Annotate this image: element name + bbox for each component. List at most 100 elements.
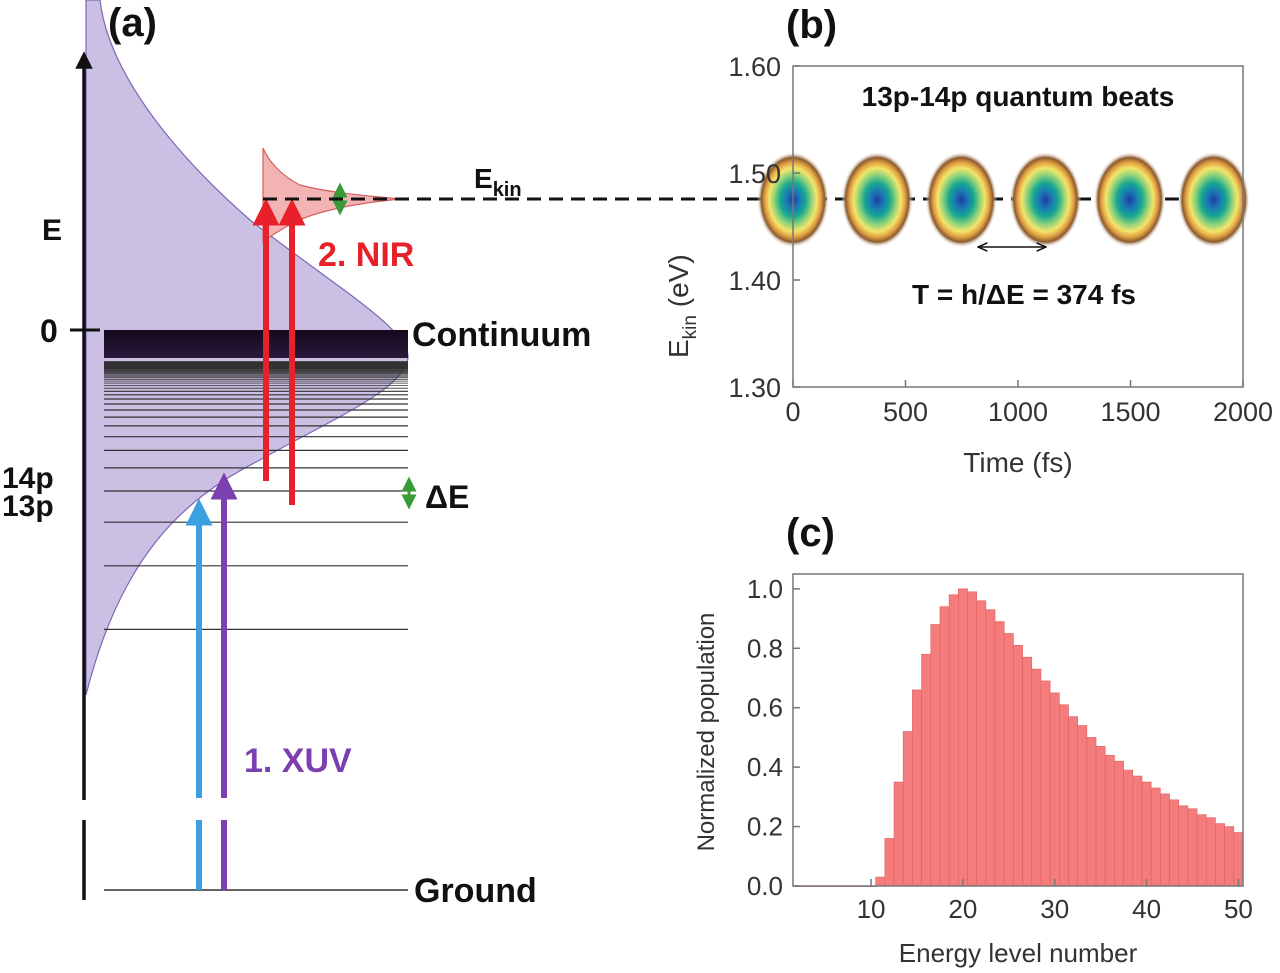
panel-c: (c) 10 20 30 40 50 0.0 0.2 0.4 0.6 0.8 1.0 Energy … [693, 511, 1253, 968]
population-bars [792, 588, 1244, 887]
population-bar [939, 606, 950, 887]
panel-a-label: (a) [108, 1, 157, 45]
panel-b-ylabel-unit: (eV) [663, 254, 694, 315]
population-bar [967, 591, 977, 887]
population-bar [1086, 737, 1097, 887]
population-bar [985, 609, 996, 887]
population-bar [884, 838, 895, 887]
ekin-label-main: E [474, 163, 493, 194]
population-bar [1141, 781, 1152, 887]
population-bar [1114, 760, 1124, 887]
energy-axis-label: E [42, 214, 62, 247]
y-tick-label: 0.4 [747, 752, 783, 782]
population-bar [1040, 680, 1051, 887]
x-tick-label: 1500 [1100, 397, 1160, 427]
population-bar [1160, 793, 1170, 887]
population-bar [1013, 645, 1023, 887]
beat-blob [1177, 151, 1250, 248]
population-bar [958, 588, 968, 887]
population-bar [1196, 814, 1207, 887]
x-tick-label: 1000 [988, 397, 1048, 427]
population-bar [1049, 692, 1060, 887]
panel-b-axes: 0 500 1000 1500 2000 1.30 1.40 1.50 1.60 [728, 52, 1273, 427]
level-14p-label: 14p [2, 462, 54, 495]
x-tick-label: 10 [857, 894, 886, 924]
population-bar [1068, 716, 1078, 887]
population-bar [1233, 832, 1244, 887]
population-bar [1059, 704, 1069, 887]
panel-c-xlabel: Energy level number [899, 938, 1138, 968]
panel-b-label: (b) [786, 3, 837, 47]
beat-blob [925, 151, 998, 248]
panel-b-ylabel-sub: kin [680, 315, 701, 339]
zero-label: 0 [40, 313, 58, 349]
population-bar [1132, 775, 1143, 887]
population-bar [921, 653, 932, 887]
panel-c-axes: 10 20 30 40 50 0.0 0.2 0.4 0.6 0.8 1.0 [747, 574, 1253, 924]
panel-a: (a) E 0 Continuum 14p 13p ΔE Ground 1. X… [2, 0, 1245, 910]
population-bar [930, 624, 941, 887]
population-bar [1215, 823, 1225, 887]
panel-b: (b) 0 500 1000 1500 2000 1.30 1.40 1.50 1.60 13p… [663, 3, 1273, 478]
beats-title: 13p-14p quantum beats [862, 81, 1175, 112]
population-bar [902, 731, 913, 887]
delta-e-label: ΔE [425, 479, 469, 515]
population-bar [1187, 808, 1198, 887]
population-bar [1123, 769, 1134, 887]
y-tick-label: 1.50 [728, 159, 781, 189]
nir-spectrum-envelope [262, 147, 401, 244]
x-tick-label: 2000 [1213, 397, 1273, 427]
y-tick-label: 0.6 [747, 693, 783, 723]
x-tick-label: 50 [1224, 894, 1253, 924]
population-bar [948, 594, 959, 887]
ground-label: Ground [414, 872, 537, 910]
panel-c-label: (c) [786, 511, 835, 555]
beat-blob [841, 151, 914, 248]
population-bar [1150, 787, 1161, 887]
y-tick-label: 0.2 [747, 812, 783, 842]
population-bar [1077, 725, 1088, 887]
y-tick-label: 0.0 [747, 871, 783, 901]
population-bar [976, 600, 987, 887]
panel-c-frame [792, 573, 1244, 887]
population-bar [1022, 656, 1033, 887]
panel-b-xlabel: Time (fs) [963, 447, 1072, 478]
population-bar [1104, 754, 1115, 887]
population-bar [1095, 746, 1106, 887]
x-tick-label: 40 [1132, 894, 1161, 924]
panel-b-ylabel: Ekin (eV) [663, 254, 701, 358]
population-bar [1003, 633, 1014, 887]
population-bar [1205, 817, 1216, 887]
panel-b-ylabel-main: E [663, 339, 694, 358]
y-tick-label: 1.30 [728, 373, 781, 403]
level-13p-label: 13p [2, 490, 54, 523]
panel-c-ylabel: Normalized population [693, 613, 720, 852]
population-bar [994, 621, 1005, 887]
continuum-label: Continuum [412, 316, 591, 354]
beat-blob [1093, 151, 1166, 248]
y-tick-label: 0.8 [747, 633, 783, 663]
population-bar [875, 876, 886, 887]
ekin-label: Ekin [474, 163, 522, 201]
x-tick-label: 30 [1040, 894, 1069, 924]
beat-blob [1009, 151, 1082, 248]
population-bar [1224, 826, 1235, 887]
bound-levels [104, 361, 408, 631]
y-tick-label: 1.60 [728, 52, 781, 82]
period-text: T = h/ΔE = 374 fs [912, 279, 1136, 310]
population-bar [912, 689, 922, 887]
x-tick-label: 0 [785, 397, 800, 427]
x-tick-label: 500 [883, 397, 928, 427]
ekin-label-sub: kin [493, 179, 522, 201]
y-tick-label: 1.40 [728, 266, 781, 296]
population-bar [1031, 668, 1042, 887]
xuv-label: 1. XUV [244, 742, 352, 780]
population-bar [893, 781, 904, 887]
nir-label: 2. NIR [318, 236, 414, 274]
x-tick-label: 20 [948, 894, 977, 924]
population-bar [1178, 805, 1189, 887]
continuum-band [104, 330, 408, 358]
y-tick-label: 1.0 [747, 574, 783, 604]
population-bar [1169, 799, 1180, 887]
